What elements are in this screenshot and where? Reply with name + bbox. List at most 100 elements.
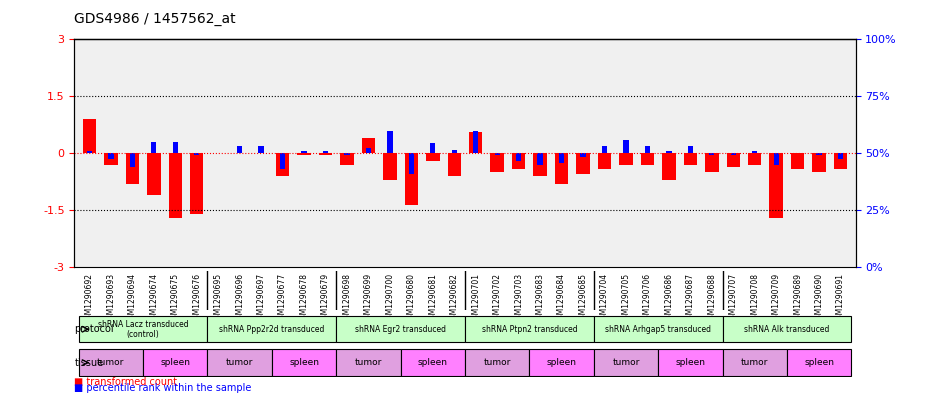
Bar	[344, 153, 350, 155]
Bar	[598, 153, 611, 169]
FancyBboxPatch shape	[207, 349, 272, 376]
Text: GSM1290685: GSM1290685	[578, 274, 588, 324]
FancyBboxPatch shape	[529, 349, 593, 376]
Bar	[387, 130, 392, 153]
Text: protocol: protocol	[74, 324, 114, 334]
Bar	[383, 153, 396, 180]
Bar	[710, 153, 714, 155]
Text: spleen: spleen	[675, 358, 705, 367]
Text: spleen: spleen	[804, 358, 834, 367]
FancyBboxPatch shape	[465, 316, 593, 342]
Text: GSM1290696: GSM1290696	[235, 274, 245, 325]
Text: GSM1290683: GSM1290683	[536, 274, 545, 324]
Text: GSM1290690: GSM1290690	[815, 274, 824, 325]
Bar	[276, 153, 289, 176]
Bar	[580, 153, 586, 157]
Bar	[534, 153, 547, 176]
FancyBboxPatch shape	[593, 316, 723, 342]
Text: GSM1290705: GSM1290705	[621, 274, 631, 325]
Bar	[362, 138, 375, 153]
Bar	[774, 153, 778, 165]
Bar	[813, 153, 826, 172]
Text: GSM1290693: GSM1290693	[106, 274, 115, 325]
Bar	[817, 153, 822, 155]
Text: GSM1290700: GSM1290700	[385, 274, 394, 325]
Text: GSM1290691: GSM1290691	[836, 274, 845, 324]
Text: spleen: spleen	[418, 358, 448, 367]
Text: ■ transformed count: ■ transformed count	[74, 377, 178, 387]
Text: tumor: tumor	[354, 358, 382, 367]
Text: GSM1290677: GSM1290677	[278, 274, 287, 325]
Text: GSM1290702: GSM1290702	[493, 274, 501, 324]
Bar	[365, 149, 371, 153]
Text: shRNA Lacz transduced
(control): shRNA Lacz transduced (control)	[98, 320, 189, 339]
Bar	[769, 153, 783, 218]
Bar	[173, 142, 178, 153]
Bar	[319, 153, 332, 155]
Bar	[726, 153, 740, 167]
Bar	[538, 153, 543, 165]
Bar	[129, 153, 135, 167]
Text: GDS4986 / 1457562_at: GDS4986 / 1457562_at	[74, 11, 236, 26]
Bar	[168, 153, 182, 218]
Text: GSM1290701: GSM1290701	[472, 274, 480, 324]
FancyBboxPatch shape	[723, 316, 851, 342]
Bar	[86, 151, 92, 153]
FancyBboxPatch shape	[401, 349, 465, 376]
Text: tumor: tumor	[98, 358, 125, 367]
Bar	[152, 142, 156, 153]
Bar	[834, 153, 847, 169]
Bar	[748, 153, 762, 165]
Bar	[662, 153, 675, 180]
Bar	[644, 147, 650, 153]
Bar	[83, 119, 96, 153]
FancyBboxPatch shape	[593, 349, 658, 376]
Text: GSM1290694: GSM1290694	[127, 274, 137, 325]
Text: GSM1290703: GSM1290703	[514, 274, 524, 325]
Text: GSM1290675: GSM1290675	[171, 274, 179, 325]
Bar	[752, 151, 757, 153]
FancyBboxPatch shape	[79, 316, 207, 342]
Text: GSM1290695: GSM1290695	[214, 274, 222, 325]
FancyBboxPatch shape	[207, 316, 337, 342]
Bar	[687, 146, 693, 153]
Text: GSM1290681: GSM1290681	[429, 274, 437, 324]
Text: GSM1290687: GSM1290687	[685, 274, 695, 324]
Bar	[516, 153, 522, 161]
Bar	[431, 143, 435, 153]
Text: shRNA Alk transduced: shRNA Alk transduced	[744, 325, 830, 334]
FancyBboxPatch shape	[272, 349, 337, 376]
Bar	[452, 149, 457, 153]
Text: tumor: tumor	[226, 358, 253, 367]
Bar	[280, 153, 286, 169]
Bar	[301, 151, 307, 153]
Text: GSM1290698: GSM1290698	[342, 274, 352, 324]
Text: GSM1290679: GSM1290679	[321, 274, 330, 325]
Text: GSM1290709: GSM1290709	[772, 274, 780, 325]
Text: shRNA Arhgap5 transduced: shRNA Arhgap5 transduced	[605, 325, 711, 334]
Text: GSM1290689: GSM1290689	[793, 274, 803, 324]
Bar	[126, 153, 140, 184]
Text: spleen: spleen	[160, 358, 191, 367]
Bar	[447, 153, 461, 176]
Text: GSM1290678: GSM1290678	[299, 274, 309, 324]
Text: GSM1290707: GSM1290707	[729, 274, 737, 325]
FancyBboxPatch shape	[787, 349, 851, 376]
Bar	[559, 153, 565, 163]
Bar	[838, 153, 844, 159]
FancyBboxPatch shape	[658, 349, 723, 376]
Bar	[408, 153, 414, 174]
Text: GSM1290688: GSM1290688	[708, 274, 716, 324]
Bar	[323, 151, 328, 153]
Text: GSM1290704: GSM1290704	[600, 274, 609, 325]
Bar	[790, 153, 804, 169]
Bar	[405, 153, 418, 205]
Text: tumor: tumor	[612, 358, 640, 367]
Bar	[495, 153, 499, 155]
Text: GSM1290674: GSM1290674	[150, 274, 158, 325]
Bar	[190, 153, 204, 214]
Text: shRNA Ptpn2 transduced: shRNA Ptpn2 transduced	[482, 325, 578, 334]
Text: spleen: spleen	[547, 358, 577, 367]
Bar	[469, 132, 483, 153]
Bar	[623, 140, 629, 153]
